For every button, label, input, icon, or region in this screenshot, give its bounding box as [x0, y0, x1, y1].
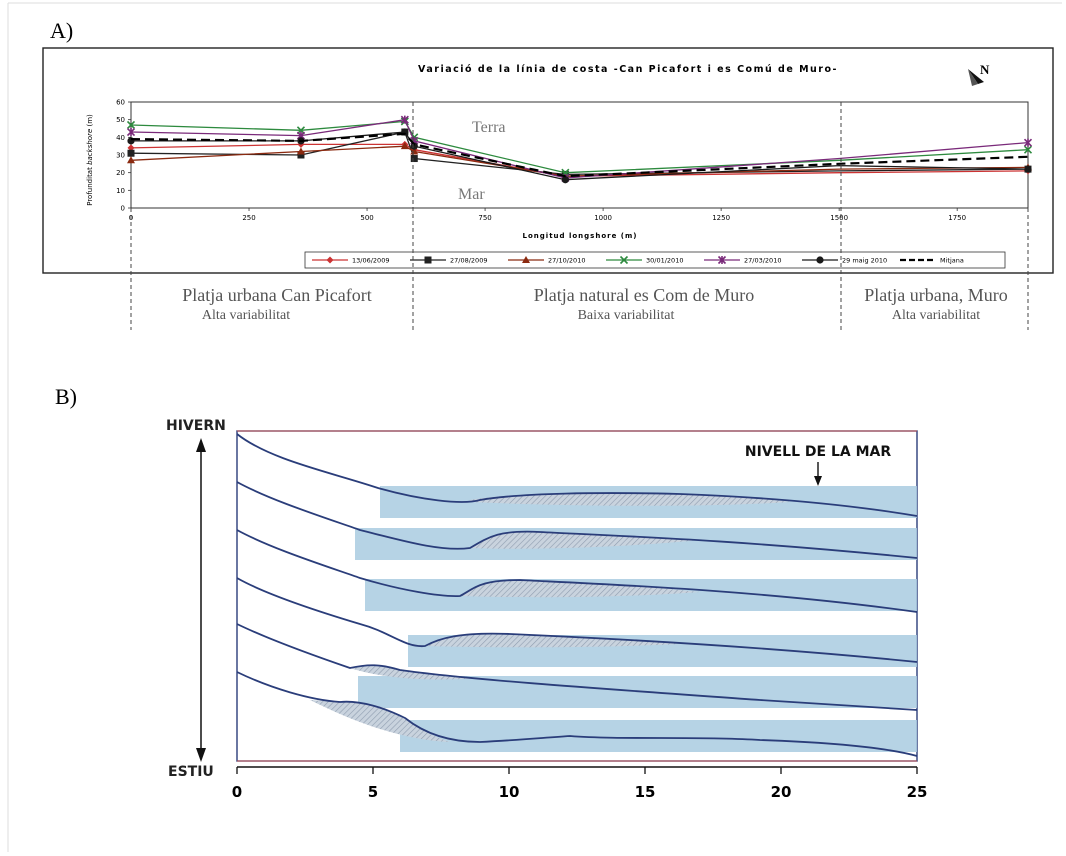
series-30-01-2010 [126, 117, 1033, 177]
y-tick-label: 0 [121, 205, 125, 213]
legend-label: 27/03/2010 [744, 257, 781, 265]
profile-x-tick-label: 15 [635, 783, 656, 801]
series-line [130, 120, 1029, 174]
legend-marker [717, 255, 727, 265]
north-label: N [980, 62, 990, 77]
x-tick-label: 500 [360, 214, 373, 222]
section-name-1: Platja urbana Can Picafort [182, 285, 371, 305]
legend-marker [816, 256, 824, 264]
legend-label: 29 maig 2010 [842, 257, 887, 265]
profile-x-tick-label: 10 [499, 783, 520, 801]
x-tick-label: 1000 [594, 214, 612, 222]
profile-curve [236, 433, 918, 517]
mar-label: Mar [458, 186, 485, 203]
legend-label: 27/08/2009 [450, 257, 487, 265]
data-point [1024, 165, 1032, 173]
series-line [130, 132, 1029, 178]
legend-item: 13/06/2009 [312, 256, 389, 265]
section-name-2: Platja natural es Com de Muro [534, 285, 754, 305]
chart-a-legend [304, 251, 1006, 269]
legend-item: Mitjana [900, 257, 964, 265]
sand-bar [425, 633, 680, 648]
profile-x-tick-label: 20 [771, 783, 792, 801]
y-tick-label: 50 [116, 116, 125, 124]
data-point [297, 151, 305, 159]
sand-bar [310, 700, 450, 742]
x-tick-label: 1500 [830, 214, 848, 222]
y-axis-label: Profunditat backshore (m) [86, 114, 94, 206]
legend-item: 27/10/2010 [508, 256, 585, 265]
data-point [1023, 138, 1033, 147]
data-point [127, 156, 135, 164]
legend-item: 29 maig 2010 [802, 256, 887, 265]
beach-profiles-group [236, 433, 918, 757]
x-axis-label: Longitud longshore (m) [523, 232, 638, 240]
data-point [410, 155, 418, 163]
sea-level-arrow-icon [814, 462, 822, 486]
data-point [126, 127, 136, 137]
y-tick-label: 40 [116, 134, 125, 142]
profile-x-tick-label: 5 [368, 783, 378, 801]
sea-level-label: NIVELL DE LA MAR [745, 444, 891, 460]
x-tick-label: 250 [242, 214, 255, 222]
profile-curve [236, 623, 918, 711]
x-tick-label: 1750 [948, 214, 966, 222]
profile-x-tick-label: 25 [907, 783, 928, 801]
profile-curve [236, 529, 918, 613]
data-point [400, 142, 409, 150]
legend-marker [522, 256, 530, 263]
legend-label: 13/06/2009 [352, 257, 389, 265]
section-name-3: Platja urbana, Muro [864, 285, 1007, 305]
legend-item: 30/01/2010 [606, 255, 683, 265]
profile-curve [236, 577, 918, 663]
data-point [1023, 145, 1033, 154]
profile-x-tick-label: 0 [232, 783, 242, 801]
legend-entries: 13/06/2009 27/08/2009 27/10/2010 30/01/2010… [312, 255, 964, 265]
hivern-label: HIVERN [166, 418, 226, 434]
terra-label: Terra [472, 119, 506, 136]
sea-band [400, 720, 917, 752]
data-point [126, 120, 136, 130]
series-mitjana [130, 132, 1029, 178]
section-note-1: Alta variabilitat [202, 308, 290, 323]
panel-b-label: B) [55, 384, 77, 409]
legend-item: 27/03/2010 [704, 255, 781, 265]
y-tick-label: 20 [116, 169, 125, 177]
legend-item: 27/08/2009 [410, 256, 487, 265]
x-tick-label: 750 [478, 214, 491, 222]
data-point [400, 115, 409, 124]
legend-label: 27/10/2010 [548, 257, 585, 265]
legend-marker [326, 256, 334, 264]
north-arrow-icon [968, 69, 984, 86]
legend-marker [619, 255, 629, 265]
panel-a-label: A) [50, 18, 73, 43]
section-note-3: Alta variabilitat [892, 308, 980, 323]
legend-label: 30/01/2010 [646, 257, 683, 265]
y-tick-label: 10 [116, 187, 125, 195]
data-point [561, 176, 569, 184]
estiu-label: ESTIU [168, 764, 214, 780]
data-point [296, 147, 305, 155]
data-point [127, 144, 135, 152]
sand-bar [470, 531, 700, 549]
x-tick-label: 1250 [712, 214, 730, 222]
y-tick-label: 30 [116, 152, 125, 160]
profile-curve [236, 671, 918, 757]
data-point [127, 149, 135, 157]
profile-x-ticks: 0 5 10 15 20 25 [232, 767, 928, 801]
section-note-2: Baixa variabilitat [578, 308, 675, 323]
sand-bar [460, 580, 700, 598]
legend-label: Mitjana [940, 257, 964, 265]
hivern-estiu-arrow-icon [196, 438, 206, 762]
profile-curve [236, 481, 918, 559]
chart-a-series-group [126, 115, 1033, 184]
data-point [410, 147, 419, 155]
data-point [410, 142, 418, 150]
panel-a-frame [42, 47, 1054, 274]
y-tick-label: 60 [116, 99, 125, 107]
chart-a-title: Variació de la línia de costa -Can Picaf… [418, 64, 838, 75]
legend-marker [424, 256, 432, 264]
